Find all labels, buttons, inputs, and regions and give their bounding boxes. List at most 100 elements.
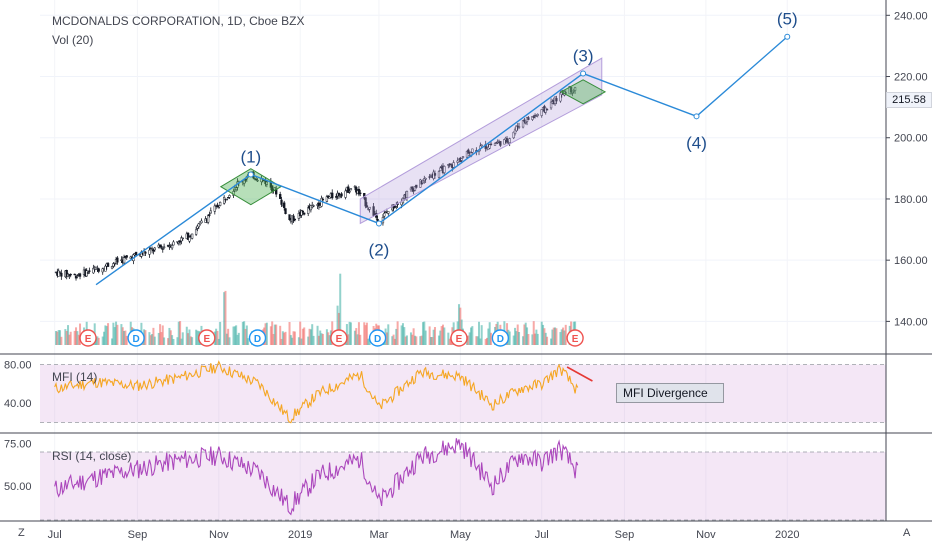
volume-bar [247, 338, 250, 345]
candle-down [125, 255, 128, 258]
candle-down [86, 272, 90, 274]
candle-up [480, 144, 483, 147]
candle-up [122, 257, 126, 264]
candle-up [405, 191, 409, 198]
mfi-pane: 40.00 80.00 [4, 360, 886, 424]
volume-bar [216, 330, 219, 345]
earnings-marker [79, 329, 97, 347]
candle-down [321, 198, 325, 201]
volume-bar [225, 333, 228, 345]
volume-bar [273, 324, 276, 345]
wave-label: (3) [573, 46, 594, 65]
volume-bar [112, 322, 115, 345]
candle-up [225, 198, 228, 201]
candle-down [340, 193, 343, 197]
volume-bar [357, 322, 360, 345]
volume-bar [550, 338, 553, 345]
volume-bar [480, 325, 483, 345]
volume-bar [518, 332, 521, 345]
earnings-marker [330, 329, 348, 347]
earnings-marker [450, 329, 468, 347]
volume-bar [300, 338, 303, 345]
mfi-tick-label: 40.00 [4, 398, 32, 410]
volume-bar [243, 321, 246, 345]
elliott-wave-line [95, 36, 788, 286]
dividend-marker [368, 329, 387, 347]
symbol-title: MCDONALDS CORPORATION, 1D, Cboe BZX [52, 14, 305, 28]
candle-up [197, 223, 200, 228]
candle-up [439, 167, 442, 172]
volume-bar [215, 328, 218, 345]
candle-up [217, 207, 220, 209]
price-pane: (1) (2) (3) (4) (5) E E E E E D D D D [54, 10, 798, 347]
volume-bar [288, 321, 291, 345]
candle-down [505, 138, 509, 143]
volume-bar [349, 322, 352, 345]
volume-bar [554, 327, 557, 345]
candle-down [226, 197, 230, 199]
candle-down [372, 206, 375, 216]
volume-bar [327, 332, 330, 345]
candle-down [158, 244, 162, 248]
volume-bar [479, 338, 482, 345]
last-price-tag: 215.58 [886, 92, 932, 108]
timezone-button[interactable]: Z [18, 527, 25, 539]
earnings-marker-letter: E [572, 334, 579, 345]
volume-bar [364, 325, 367, 345]
price-tick-label: 180.00 [894, 194, 928, 206]
candle-up [309, 205, 313, 211]
volume-bar [57, 330, 60, 345]
volume-bar [312, 335, 315, 345]
volume-bar [564, 324, 567, 345]
dividend-marker [127, 329, 145, 347]
volume-bar [439, 330, 442, 345]
volume-bar [293, 331, 296, 345]
volume-bar [522, 336, 525, 345]
volume-bar [395, 328, 398, 345]
price-tick-label: 140.00 [894, 316, 928, 328]
candle-down [88, 270, 91, 272]
volume-bar [269, 326, 272, 345]
candle-up [521, 120, 525, 128]
candle-down [279, 194, 282, 199]
earnings-marker-letter: E [456, 334, 463, 345]
volume-bar [320, 333, 323, 345]
candle-up [443, 166, 446, 173]
earnings-marker [198, 329, 216, 347]
volume-bar [59, 330, 62, 345]
candle-up [572, 90, 575, 92]
candle-down [523, 119, 526, 122]
candle-up [57, 270, 60, 277]
volume-bar [153, 336, 156, 345]
candle-up [188, 237, 191, 242]
auto-scale-button[interactable]: A [903, 527, 911, 539]
wave1-diamond [219, 168, 282, 206]
candle-up [387, 211, 390, 214]
volume-bar [311, 324, 314, 345]
candle-down [467, 149, 470, 154]
volume-bar [67, 325, 70, 345]
candle-down [186, 232, 190, 240]
volume-bar [409, 332, 412, 345]
volume-bar [272, 333, 275, 345]
wave-point [580, 70, 587, 77]
wave-point [375, 220, 382, 227]
candle-down [564, 92, 567, 94]
mfi-divergence-note[interactable]: MFI Divergence [616, 383, 724, 403]
volume-bar [563, 330, 566, 345]
volume-bar [534, 333, 537, 345]
volume-bar [101, 336, 104, 345]
volume-bar [475, 336, 478, 345]
candle-down [216, 204, 219, 208]
candle-up [265, 181, 268, 185]
time-tick-label: 2019 [288, 529, 312, 541]
volume-bar [289, 335, 292, 345]
volume-bar [113, 327, 116, 345]
volume-bar [387, 324, 390, 345]
candle-up [196, 225, 199, 229]
candle-down [337, 192, 341, 196]
volume-bar [284, 331, 287, 345]
volume-bar [544, 332, 547, 345]
volume-bar [367, 338, 370, 345]
